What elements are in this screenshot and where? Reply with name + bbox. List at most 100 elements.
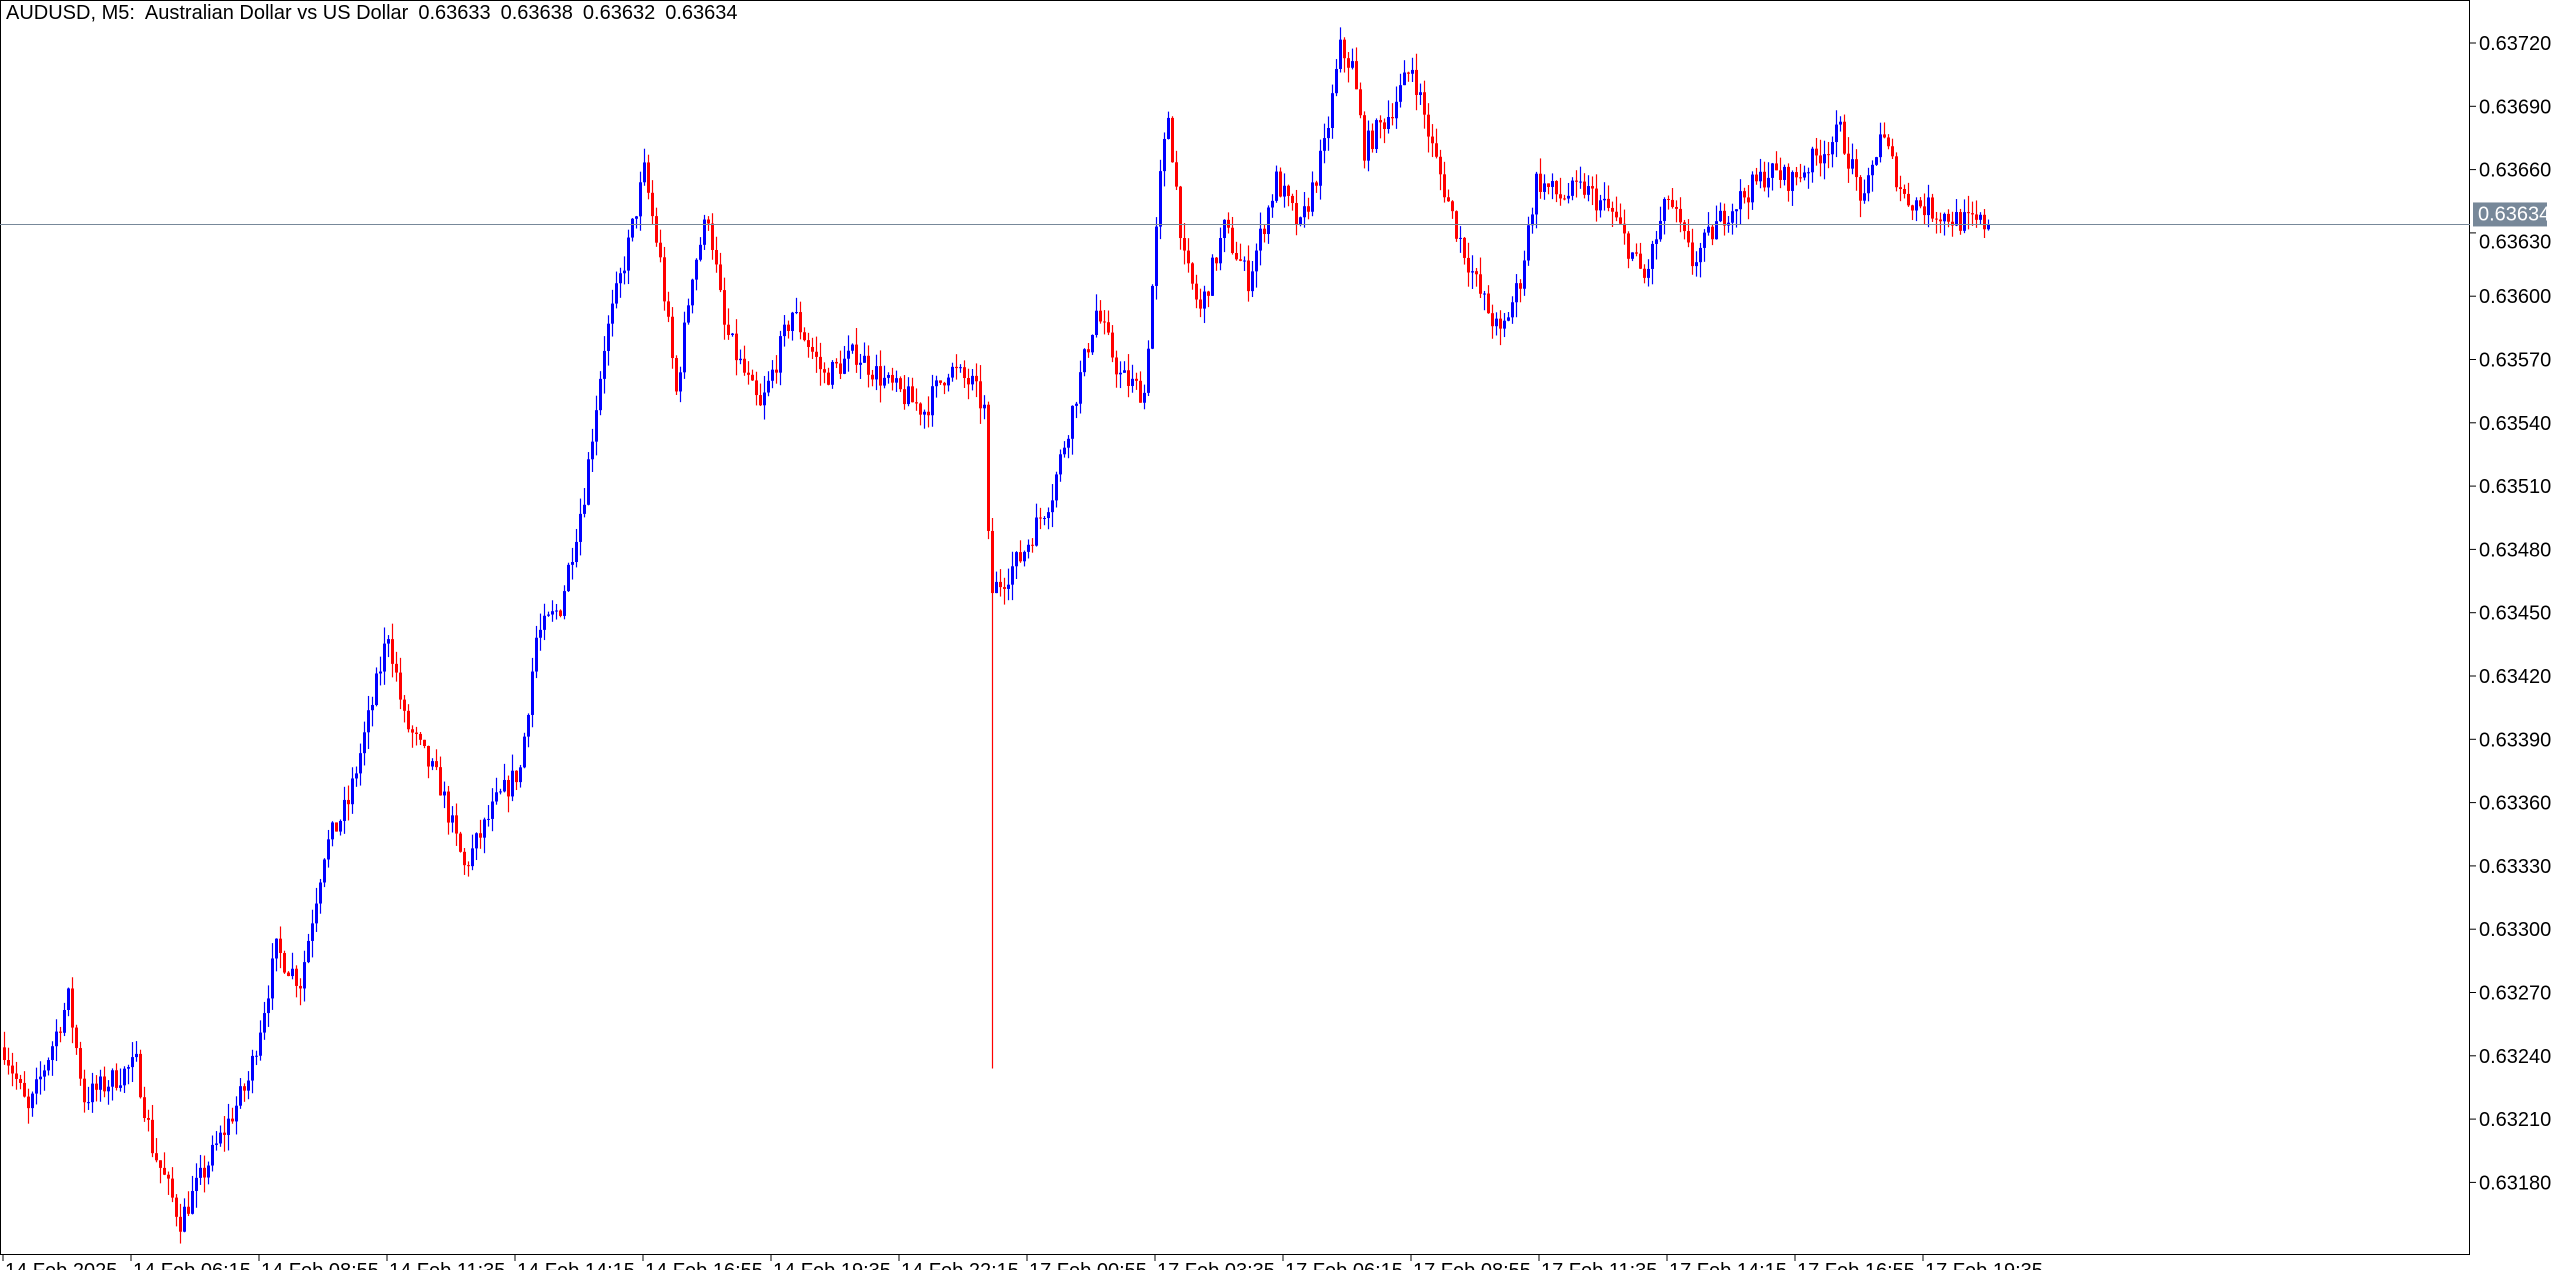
candle	[1163, 132, 1166, 187]
candle-body	[1375, 120, 1378, 150]
candle-body	[1011, 566, 1014, 585]
candle	[243, 1083, 246, 1102]
candle-body	[1771, 163, 1774, 178]
candle-body	[1711, 226, 1714, 240]
candle-body	[875, 366, 878, 380]
candle	[1567, 182, 1570, 204]
candle	[223, 1116, 226, 1152]
candle-body	[1743, 191, 1746, 198]
candle-body	[1967, 212, 1970, 214]
candle	[819, 342, 822, 386]
candle	[103, 1066, 106, 1098]
candle	[571, 547, 574, 580]
candle-body	[1215, 257, 1218, 264]
candle	[1467, 242, 1470, 287]
candle	[1615, 196, 1618, 222]
candle-body	[1531, 214, 1534, 226]
candle-body	[51, 1046, 54, 1061]
candle-body	[831, 361, 834, 385]
candle-body	[1827, 154, 1830, 156]
candle	[1127, 354, 1130, 398]
candle	[275, 938, 278, 972]
candle-body	[1903, 189, 1906, 194]
candle	[1067, 435, 1070, 459]
candle-body	[1723, 210, 1726, 226]
candle	[715, 236, 718, 273]
candle	[1955, 199, 1958, 227]
symbol-label: AUDUSD, M5:	[6, 2, 135, 24]
candle-body	[1495, 318, 1498, 327]
candle-body	[1395, 101, 1398, 119]
candle-body	[983, 404, 986, 409]
candle	[583, 488, 586, 518]
candle	[799, 301, 802, 340]
candle	[915, 388, 918, 411]
candle-body	[251, 1055, 254, 1081]
candle	[247, 1071, 250, 1100]
candle	[771, 360, 774, 389]
candle-body	[1207, 291, 1210, 296]
candle-body	[1715, 221, 1718, 240]
candle	[455, 803, 458, 846]
price-tick-label: 0.63570	[2479, 350, 2551, 372]
candle	[1343, 37, 1346, 73]
candle	[1403, 60, 1406, 86]
candle	[1035, 503, 1038, 547]
candle	[1131, 364, 1134, 393]
candle-body	[1487, 293, 1490, 314]
candle	[499, 788, 502, 795]
candle-body	[135, 1053, 138, 1058]
candle	[1143, 384, 1146, 410]
candle-body	[1427, 114, 1430, 137]
candle	[299, 978, 302, 1006]
candle	[1791, 170, 1794, 206]
candle-body	[1095, 310, 1098, 335]
candle-body	[1679, 208, 1682, 223]
candle	[495, 777, 498, 805]
candle-body	[451, 815, 454, 823]
candle	[823, 362, 826, 384]
candle-body	[1571, 180, 1574, 196]
candle-body	[747, 372, 750, 375]
candle	[511, 754, 514, 802]
candle-body	[499, 791, 502, 793]
candle-body	[967, 378, 970, 385]
candle	[1055, 471, 1058, 508]
candle	[1119, 361, 1122, 389]
candle-body	[1303, 206, 1306, 218]
candle	[1519, 279, 1522, 303]
candle-body	[323, 859, 326, 883]
candle-body	[1683, 222, 1686, 232]
candle	[31, 1091, 34, 1117]
price-axis[interactable]: 0.63720 0.63690 0.63660 0.63630 0.63600 0.635…	[2470, 33, 2551, 1194]
candle	[1503, 313, 1506, 338]
candle-body	[695, 259, 698, 280]
candle-body	[247, 1080, 250, 1091]
candle-body	[1103, 321, 1106, 323]
candle	[251, 1049, 254, 1094]
candle	[1447, 189, 1450, 202]
candle-body	[1799, 177, 1802, 179]
candle-body	[975, 375, 978, 382]
candle-body	[1851, 159, 1854, 169]
time-axis[interactable]: 14 Feb 2025 14 Feb 06:15 14 Feb 08:55 14 Fe…	[2, 1254, 2043, 1270]
candle-body	[1167, 117, 1170, 139]
price-tick-label: 0.63390	[2479, 729, 2551, 751]
candle	[731, 332, 734, 337]
candle	[547, 611, 550, 617]
candle	[1979, 212, 1982, 225]
candle	[839, 350, 842, 380]
candle	[1195, 274, 1198, 309]
candle-body	[1391, 117, 1394, 119]
candle-body	[1187, 250, 1190, 264]
candle	[451, 806, 454, 833]
candle-body	[383, 643, 386, 672]
ohlc-high: 0.63638	[500, 2, 573, 24]
candle	[351, 767, 354, 814]
candle-body	[1139, 380, 1142, 403]
candle-body	[1459, 237, 1462, 239]
candle-body	[1403, 72, 1406, 86]
candle	[1151, 284, 1154, 350]
candle-body	[683, 322, 686, 373]
